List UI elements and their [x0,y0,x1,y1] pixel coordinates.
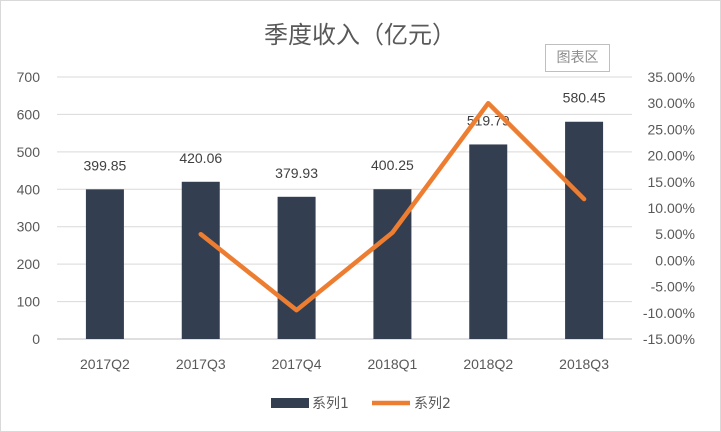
bar-data-label: 399.85 [84,157,127,173]
gridlines [57,76,632,340]
x-tick-label: 2018Q1 [368,356,418,372]
y-right-tick-label: -10.00% [643,305,695,321]
y-right-tick-label: -15.00% [643,331,695,347]
bar [85,189,124,339]
bar [181,181,220,339]
legend-label-series1: 系列1 [312,396,349,412]
x-tick-label: 2018Q2 [463,356,513,372]
x-tick-label: 2017Q3 [176,356,226,372]
x-axis: 2017Q2 2017Q3 2017Q4 2018Q1 2018Q2 2018Q3 [80,356,609,372]
chart-area-tooltip: 图表区 [545,44,610,72]
y-right-tick-label: 15.00% [648,174,695,190]
bar-data-label: 420.06 [179,150,222,166]
x-tick-label: 2018Q3 [559,356,609,372]
y-right-tick-label: 5.00% [655,226,695,242]
bar-data-label: 400.25 [371,157,414,173]
y-left-tick-label: 600 [17,106,41,122]
y-right-tick-label: 0.00% [655,252,695,268]
bar-data-label: 580.45 [563,90,606,106]
y-left-tick-label: 700 [17,69,41,85]
y-axis-right: -15.00% -10.00% -5.00% 0.00% 5.00% 10.00% 15.0… [643,69,695,347]
y-left-tick-label: 200 [17,256,41,272]
bar [277,196,316,339]
chart-title: 季度收入（亿元） [264,21,456,49]
bar [469,144,508,339]
y-right-tick-label: -5.00% [651,279,695,295]
bar-data-label: 379.93 [275,165,318,181]
x-tick-label: 2017Q2 [80,356,130,372]
legend[interactable]: 系列1 系列2 [271,396,451,412]
y-left-tick-label: 0 [32,331,40,347]
y-right-tick-label: 20.00% [648,148,695,164]
legend-swatch-series1 [271,398,309,408]
y-left-tick-label: 400 [17,181,41,197]
y-left-tick-label: 100 [17,294,41,310]
x-tick-label: 2017Q4 [272,356,322,372]
y-right-tick-label: 35.00% [648,69,695,85]
bar [565,121,604,340]
line-series [198,100,587,313]
bar-series [85,121,604,340]
y-right-tick-label: 10.00% [648,200,695,216]
y-axis-left: 0 100 200 300 400 500 600 700 [17,69,41,347]
y-left-tick-label: 500 [17,144,41,160]
y-right-tick-label: 30.00% [648,95,695,111]
y-right-tick-label: 25.00% [648,121,695,137]
y-left-tick-label: 300 [17,219,41,235]
legend-label-series2: 系列2 [414,396,451,412]
